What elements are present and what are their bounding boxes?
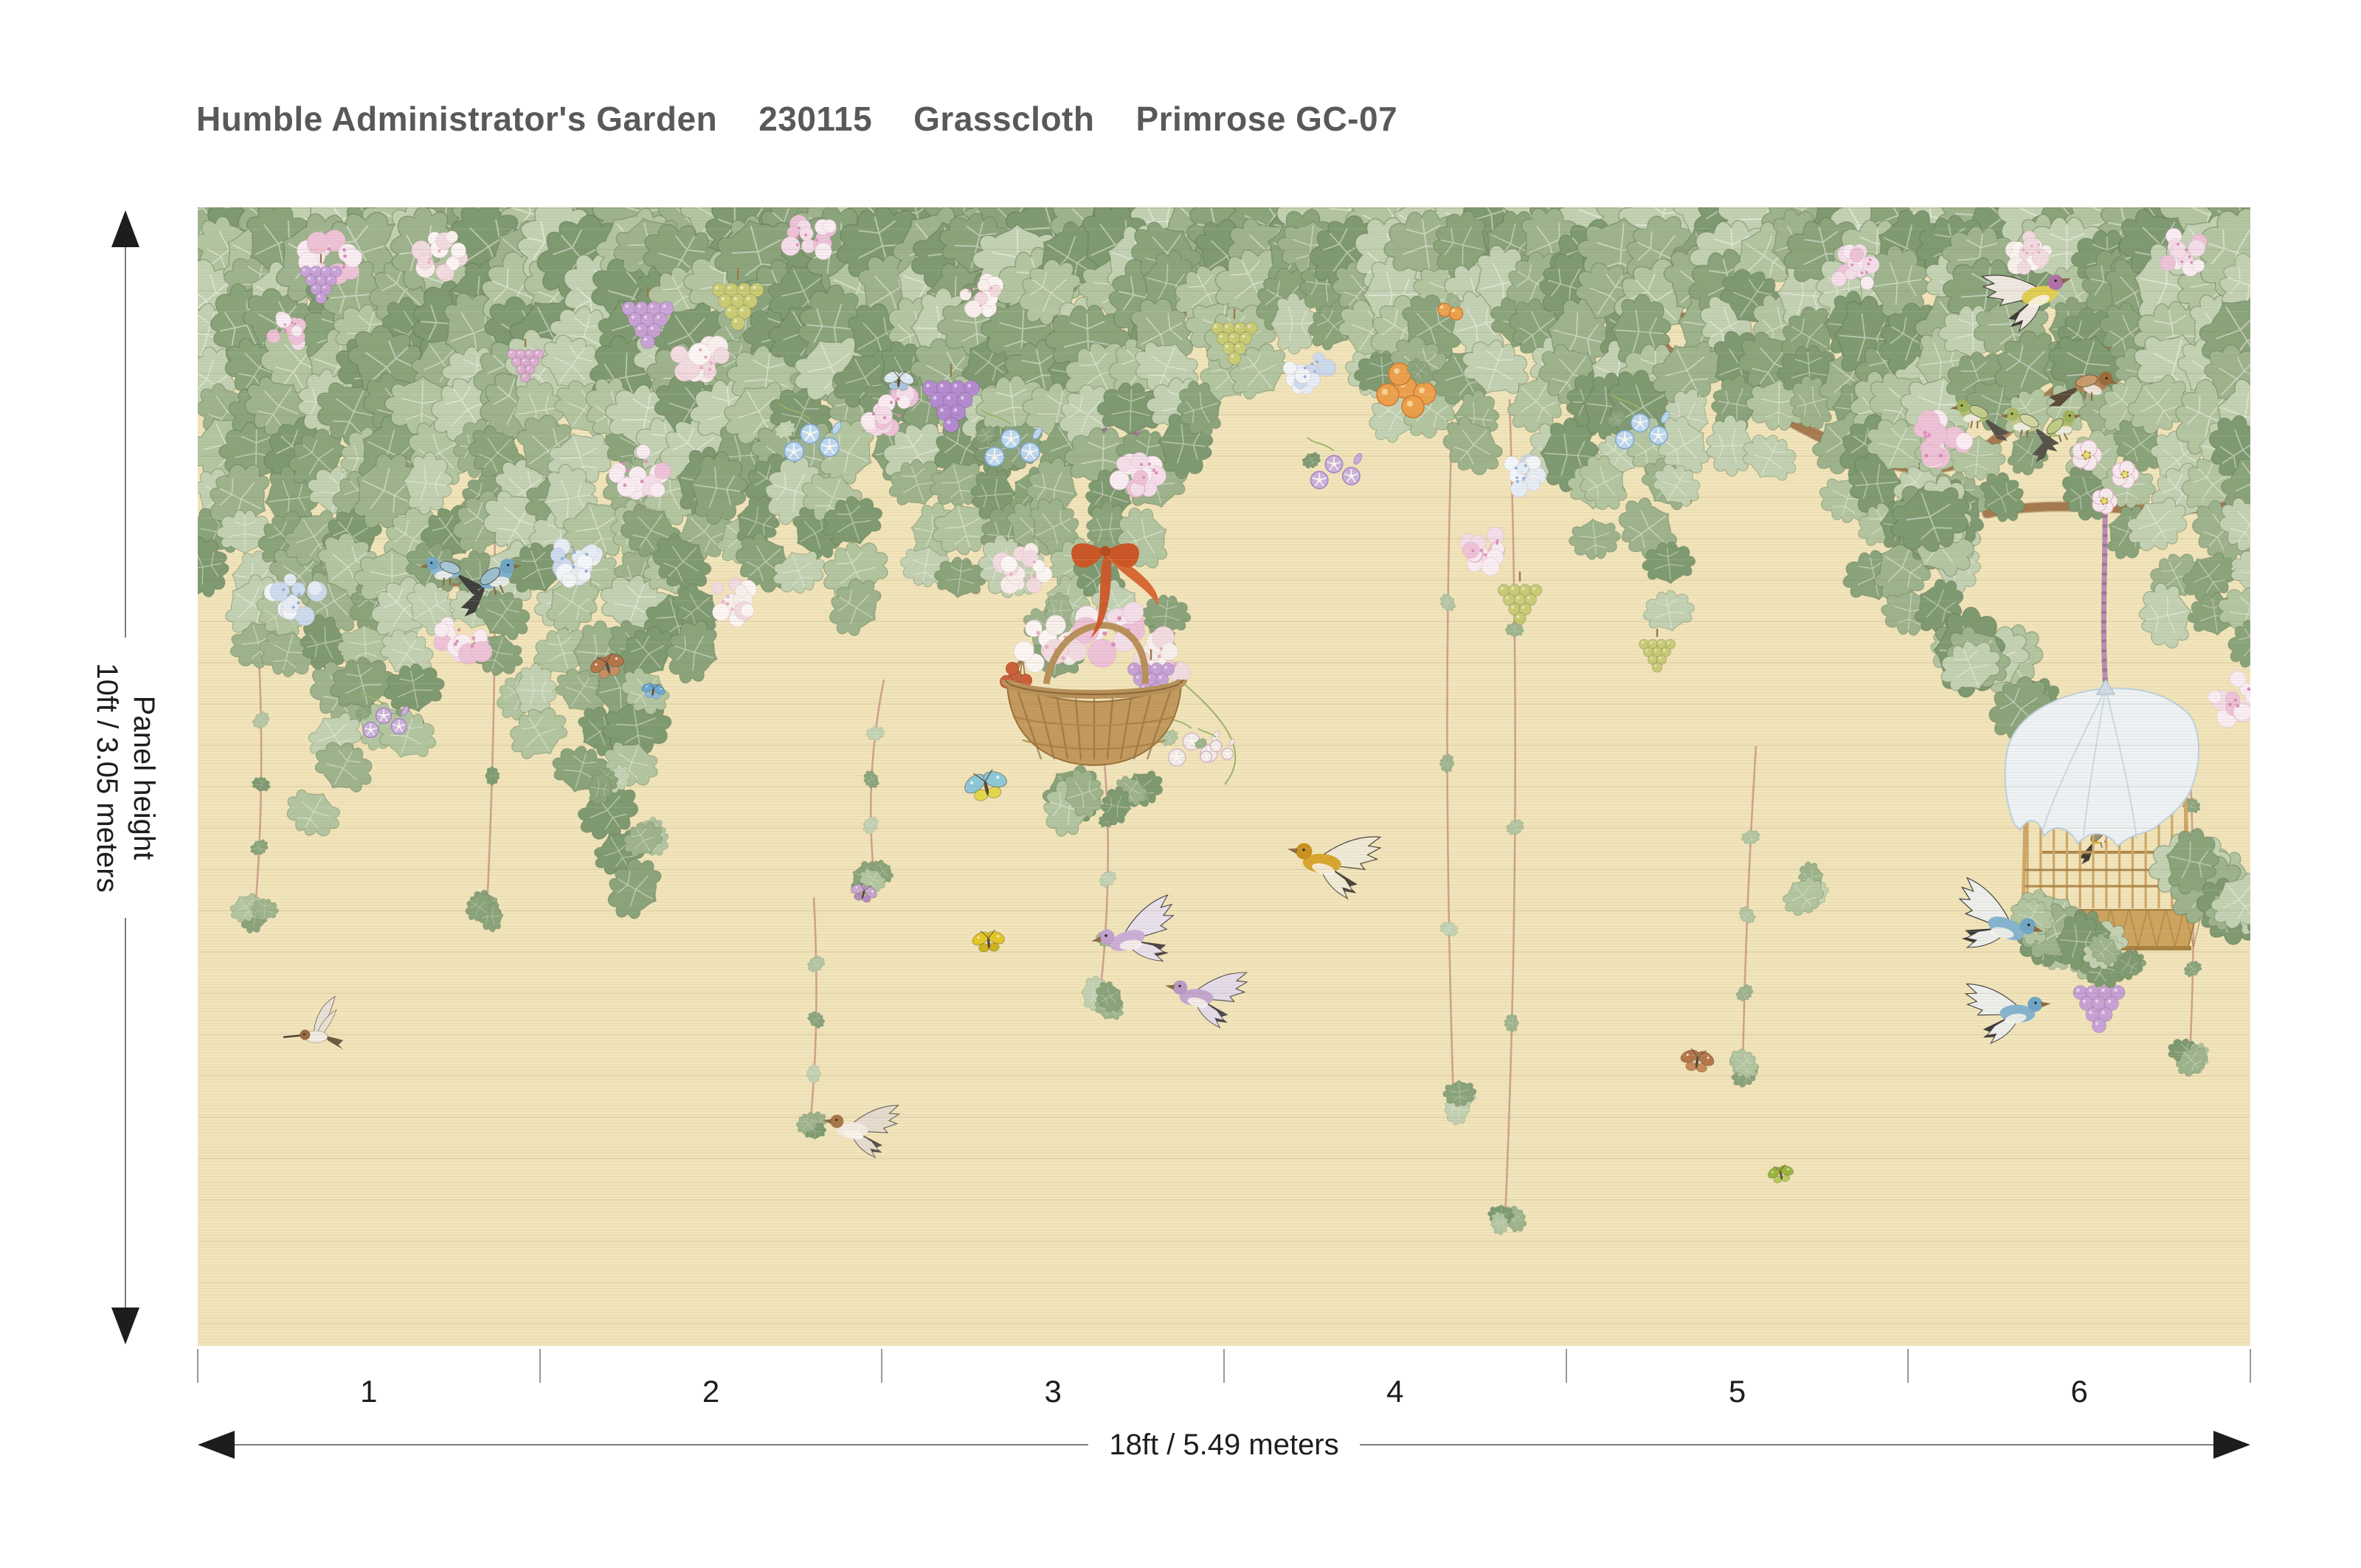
panel-number: 4 xyxy=(1386,1374,1404,1409)
height-dimension-arrow: Panel height 10ft / 3.05 meters xyxy=(91,210,160,1344)
height-value: 10ft / 3.05 meters xyxy=(91,662,123,893)
arrow-up-icon xyxy=(111,210,139,247)
dimension-line xyxy=(125,247,126,638)
collection-name: Humble Administrator's Garden xyxy=(196,100,718,138)
arrow-left-icon xyxy=(198,1431,235,1459)
panel-ruler: 1 2 3 4 5 6 xyxy=(197,1349,2251,1430)
panel-number: 1 xyxy=(360,1374,378,1409)
mural-artwork xyxy=(198,207,2250,1346)
panel-number: 2 xyxy=(702,1374,720,1409)
tick-mark xyxy=(1907,1349,1909,1383)
wallpaper-preview xyxy=(198,207,2250,1346)
tick-mark xyxy=(881,1349,883,1383)
arrow-right-icon xyxy=(2213,1431,2250,1459)
arrow-down-icon xyxy=(111,1308,139,1344)
height-dimension-label: Panel height 10ft / 3.05 meters xyxy=(89,663,162,892)
dimension-line xyxy=(235,1444,1089,1446)
pattern-number: 230115 xyxy=(758,100,873,138)
tick-mark xyxy=(197,1349,198,1383)
colorway-name: Primrose GC-07 xyxy=(1135,100,1398,138)
material-name: Grasscloth xyxy=(913,100,1095,138)
tick-mark xyxy=(539,1349,541,1383)
panel-number-row: 1 2 3 4 5 6 xyxy=(198,1374,2250,1409)
width-dimension-arrow: 18ft / 5.49 meters xyxy=(198,1429,2250,1461)
height-label: Panel height xyxy=(128,695,160,860)
tick-mark xyxy=(2250,1349,2251,1383)
panel-number: 3 xyxy=(1044,1374,1062,1409)
product-title: Humble Administrator's Garden 230115 Grass… xyxy=(196,99,1397,139)
dimension-line xyxy=(1359,1444,2213,1446)
panel-number: 6 xyxy=(2070,1374,2088,1409)
width-dimension-value: 18ft / 5.49 meters xyxy=(1109,1428,1339,1461)
tick-mark xyxy=(1223,1349,1225,1383)
tick-mark xyxy=(1565,1349,1567,1383)
panel-number: 5 xyxy=(1728,1374,1746,1409)
dimension-line xyxy=(125,917,126,1308)
